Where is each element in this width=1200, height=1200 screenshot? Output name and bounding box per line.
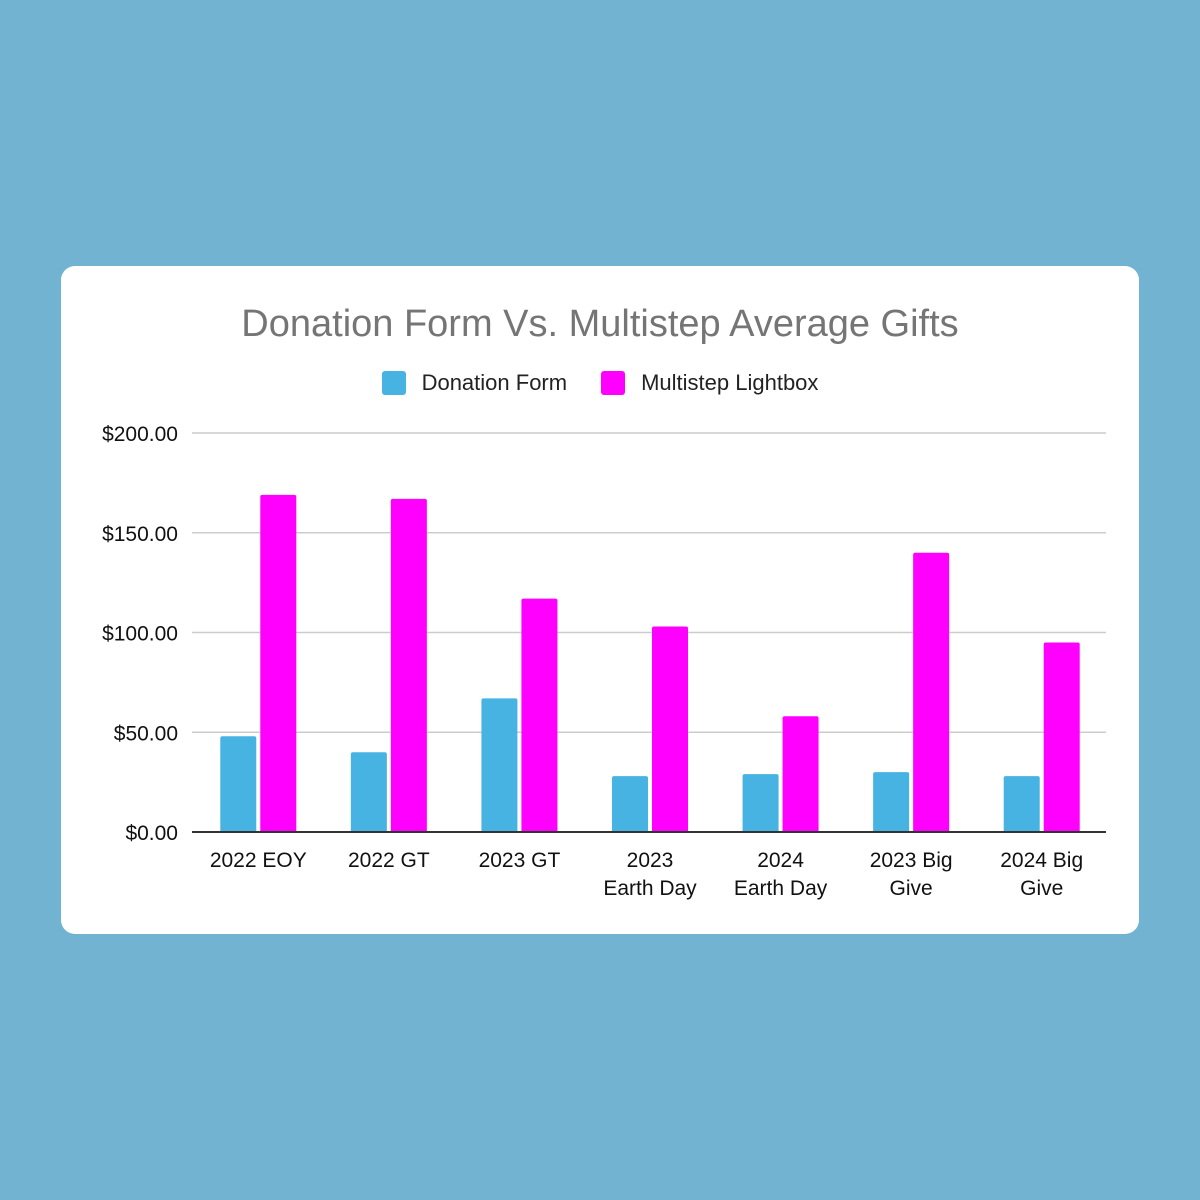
y-tick-label: $50.00 — [114, 722, 178, 745]
y-tick-label: $0.00 — [125, 822, 178, 845]
bar — [350, 752, 387, 832]
legend-label-multistep-lightbox: Multistep Lightbox — [641, 370, 819, 395]
bar — [1043, 642, 1080, 832]
bar — [220, 736, 257, 832]
x-tick-label: Earth Day — [603, 877, 697, 900]
bar — [913, 552, 950, 832]
x-tick-label: Earth Day — [734, 877, 828, 900]
bar — [521, 598, 558, 832]
y-tick-label: $100.00 — [102, 623, 178, 646]
legend-swatch-multistep-lightbox — [601, 371, 626, 395]
x-tick-label: 2024 — [757, 849, 804, 872]
x-tick-label: 2022 GT — [348, 849, 430, 872]
x-tick-label: 2023 GT — [479, 849, 561, 872]
bar — [652, 626, 688, 832]
bar — [782, 716, 819, 832]
x-tick-label: 2023 Big — [870, 849, 953, 872]
bar — [260, 494, 297, 832]
legend-item-donation-form: Donation Form — [381, 370, 568, 396]
x-tick-label: 2024 Big — [1000, 849, 1083, 872]
x-tick-label: 2023 — [627, 849, 674, 872]
bar — [481, 698, 518, 832]
bar — [612, 776, 648, 832]
chart-title: Donation Form Vs. Multistep Average Gift… — [241, 303, 959, 345]
legend: Donation Form Multistep Lightbox — [0, 370, 1200, 396]
x-tick-label: Give — [890, 877, 933, 900]
bar — [873, 772, 910, 832]
bar — [742, 774, 779, 832]
y-tick-label: $200.00 — [102, 423, 178, 446]
y-tick-label: $150.00 — [102, 523, 178, 546]
legend-label-donation-form: Donation Form — [421, 370, 568, 395]
bar — [390, 498, 427, 832]
legend-item-multistep-lightbox: Multistep Lightbox — [601, 370, 818, 396]
bar — [1003, 776, 1040, 832]
legend-swatch-donation-form — [381, 371, 406, 395]
x-tick-label: Give — [1020, 877, 1063, 900]
x-tick-label: 2022 EOY — [210, 849, 307, 872]
